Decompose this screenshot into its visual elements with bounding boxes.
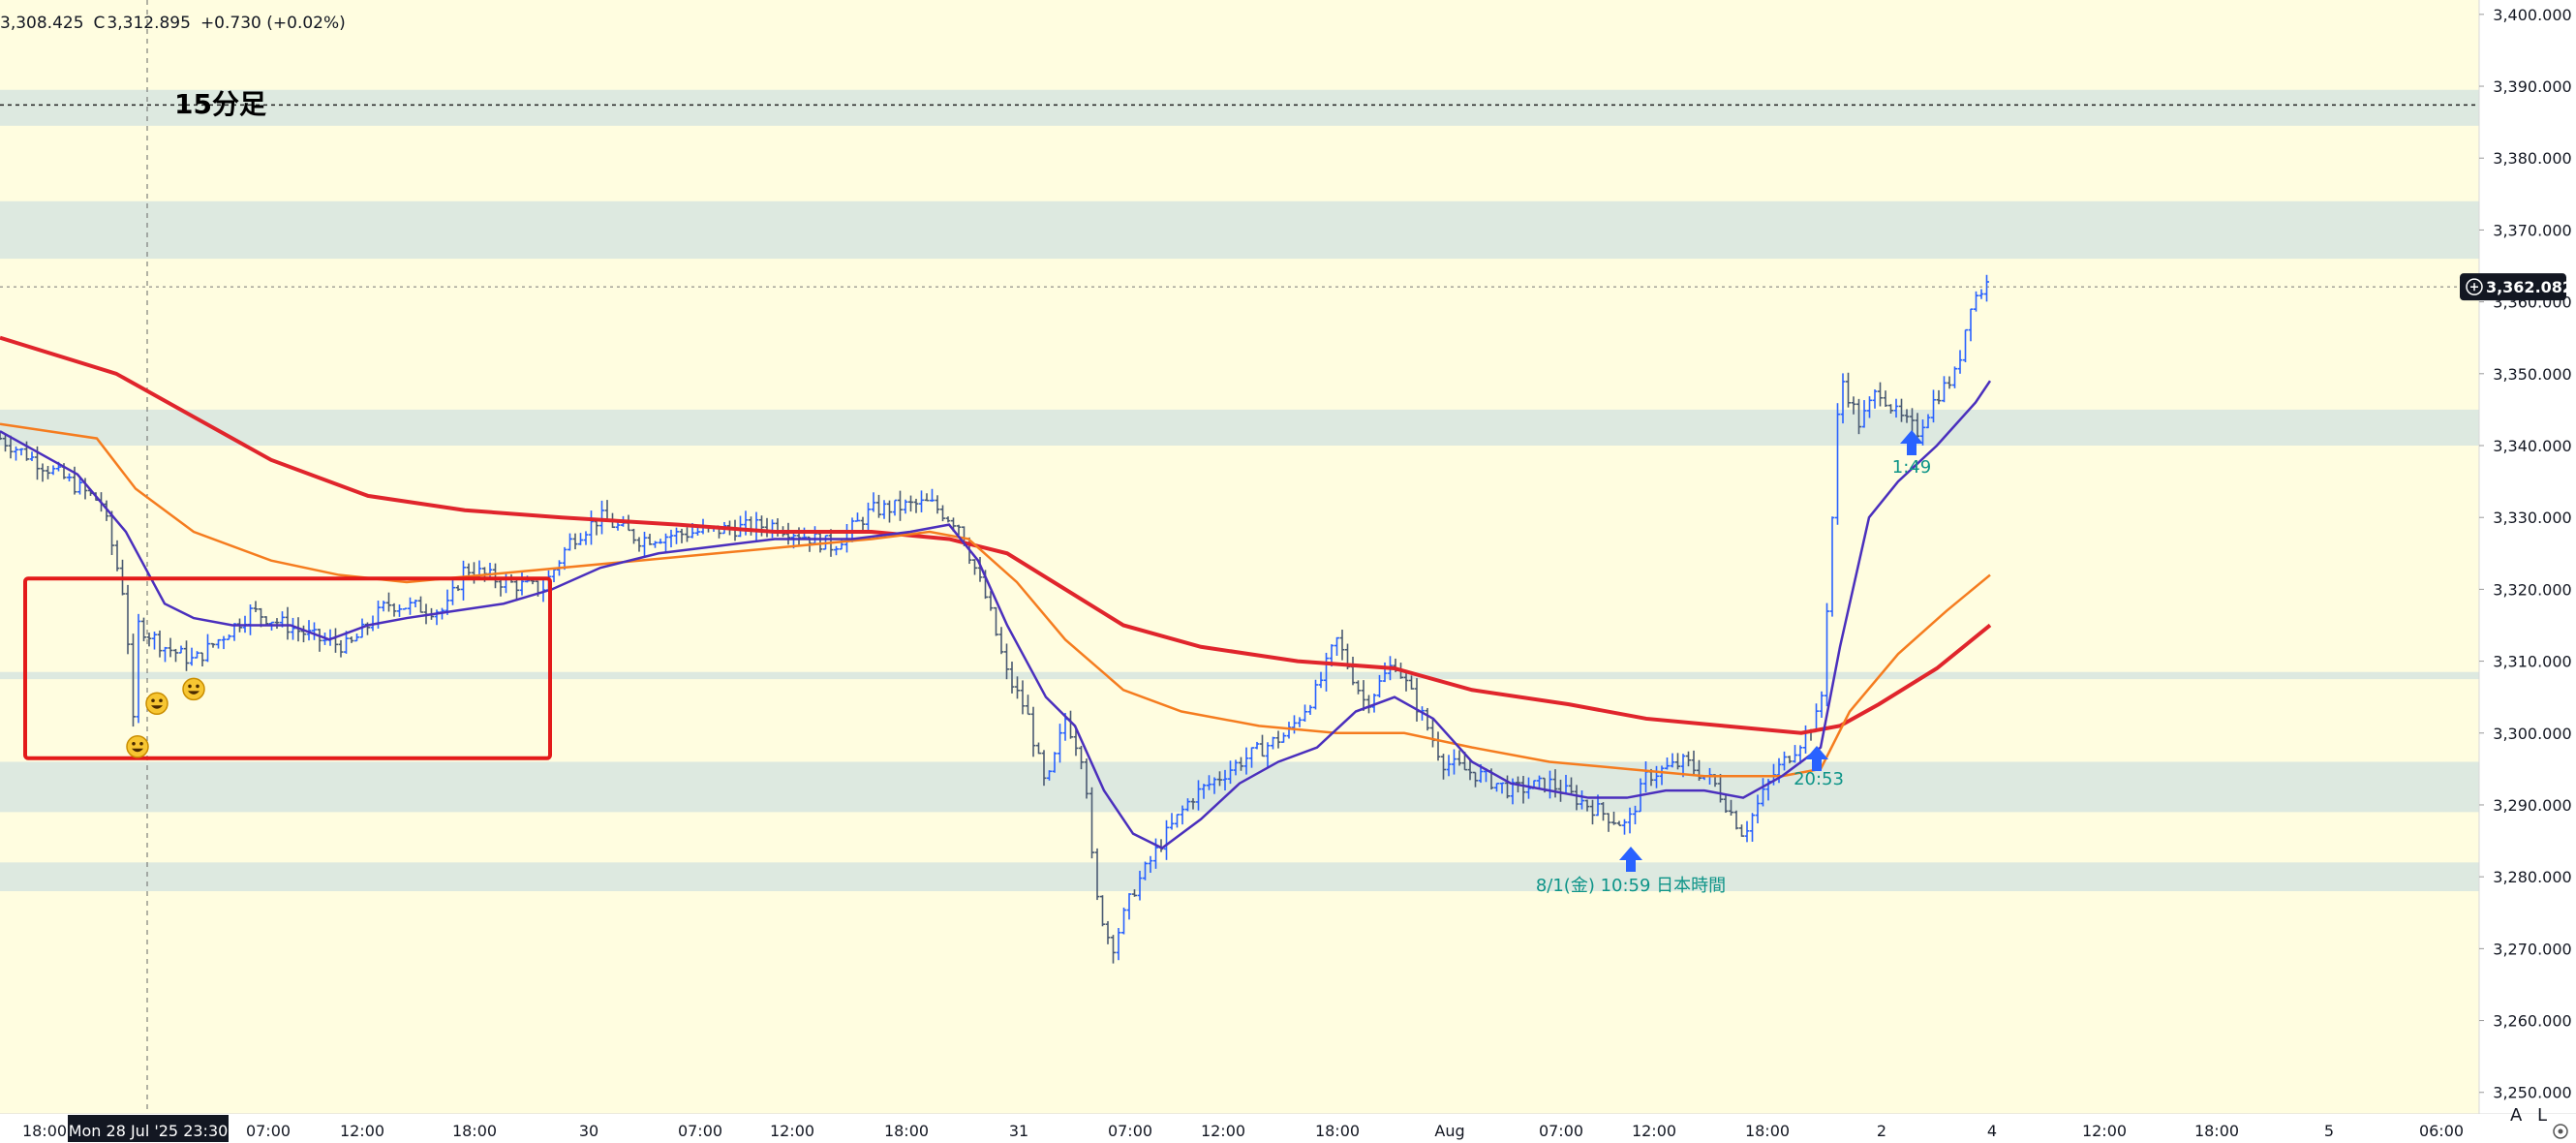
time-tick-label: 18:00 — [22, 1122, 67, 1140]
price-zone — [0, 409, 2479, 446]
signal-arrow-label: 8/1(金) 10:59 日本時間 — [1536, 876, 1726, 896]
price-zone — [0, 671, 2479, 680]
ema-fast-line — [0, 380, 1992, 850]
emoji-markers — [126, 677, 205, 758]
smiley-icon — [126, 735, 149, 758]
price-tick-label: 3,250.000 — [2493, 1084, 2571, 1102]
price-tick-label: 3,280.000 — [2493, 868, 2571, 886]
price-zone — [0, 89, 2479, 126]
auto-scale-button[interactable]: A — [2510, 1105, 2523, 1126]
price-tick-label: 3,290.000 — [2493, 796, 2571, 815]
time-tick-label: 18:00 — [2194, 1122, 2239, 1140]
time-tick-label: 5 — [2324, 1122, 2334, 1140]
price-tick-label: 3,320.000 — [2493, 580, 2571, 599]
current-price-badge — [2460, 273, 2566, 301]
price-tick-label: 3,390.000 — [2493, 77, 2571, 96]
time-tick-label: 12:00 — [1201, 1122, 1245, 1140]
crosshair-time-badge — [68, 1115, 229, 1142]
price-tick-label: 3,310.000 — [2493, 653, 2571, 671]
open-value: 3,308.425 — [0, 14, 84, 33]
log-scale-button[interactable]: L — [2537, 1105, 2548, 1126]
price-zone — [0, 862, 2479, 891]
price-axis: 3,400.000 3,390.000 3,380.000 3,370.000 3,36… — [2460, 0, 2576, 1143]
settings-gear-icon — [2553, 1124, 2568, 1139]
smiley-icon — [182, 677, 205, 701]
time-tick-label: 07:00 — [678, 1122, 722, 1140]
timeframe-label: 15分足 — [174, 88, 266, 120]
smiley-icon — [145, 692, 169, 716]
time-tick-label: 30 — [579, 1122, 598, 1140]
signal-arrow-label: 20:53 — [1794, 769, 1844, 789]
time-tick-label: 12:00 — [770, 1122, 814, 1140]
signal-arrow: 20:53 — [1794, 746, 1844, 789]
time-tick-label: 2 — [1877, 1122, 1886, 1140]
time-tick-label: 31 — [1009, 1122, 1028, 1140]
price-tick-label: 3,260.000 — [2493, 1012, 2571, 1031]
close-label: C — [93, 14, 106, 33]
time-tick-label: 06:00 — [2419, 1122, 2464, 1140]
signal-arrow: 1:49 — [1892, 430, 1931, 478]
add-alert-icon — [2466, 278, 2483, 295]
time-tick-label: 18:00 — [884, 1122, 929, 1140]
signal-arrow-label: 1:49 — [1892, 457, 1931, 478]
time-axis-bg — [0, 1114, 2576, 1143]
close-value: 3,312.895 — [107, 14, 191, 33]
time-tick-label: 4 — [1987, 1122, 1997, 1140]
time-tick-label: 18:00 — [452, 1122, 497, 1140]
price-tick-label: 3,340.000 — [2493, 437, 2571, 455]
signal-arrow: 8/1(金) 10:59 日本時間 — [1536, 847, 1726, 896]
price-zone — [0, 761, 2479, 813]
price-tick-label: 3,330.000 — [2493, 509, 2571, 527]
price-tick-label: 3,350.000 — [2493, 365, 2571, 384]
time-tick-label: 18:00 — [1745, 1122, 1790, 1140]
crosshair-time-label: Mon 28 Jul '25 23:30 — [69, 1122, 229, 1140]
price-axis-bg — [2479, 0, 2576, 1143]
time-tick-label: 07:00 — [1108, 1122, 1152, 1140]
time-tick-label: 18:00 — [1315, 1122, 1360, 1140]
moving-averages — [0, 335, 1992, 850]
time-tick-label: Aug — [1434, 1122, 1464, 1140]
price-tick-label: 3,380.000 — [2493, 149, 2571, 168]
signal-arrows: 8/1(金) 10:59 日本時間 20:53 1:49 — [1536, 430, 1931, 896]
change-value: +0.730 (+0.02%) — [199, 14, 346, 33]
support-resistance-zones — [0, 89, 2479, 891]
time-tick-label: 07:00 — [246, 1122, 291, 1140]
time-axis: 18:00 07:00 12:00 18:00 30 07:00 12:00 18:00 31 0… — [0, 1113, 2576, 1143]
current-price-label: 3,362.082 — [2486, 278, 2573, 296]
price-tick-label: 3,300.000 — [2493, 725, 2571, 743]
price-tick-label: 3,400.000 — [2493, 6, 2571, 24]
time-tick-label: 12:00 — [2082, 1122, 2127, 1140]
ema-slow-line — [0, 335, 1992, 735]
time-tick-label: 07:00 — [1539, 1122, 1583, 1140]
price-tick-label: 3,270.000 — [2493, 940, 2571, 958]
time-tick-label: 12:00 — [1632, 1122, 1676, 1140]
price-zone — [0, 201, 2479, 260]
highlight-box — [23, 576, 552, 760]
time-tick-label: 12:00 — [340, 1122, 384, 1140]
price-tick-label: 3,370.000 — [2493, 221, 2571, 239]
ema-mid-line — [0, 422, 1991, 778]
ohlc-readout: 3,308.425 C 3,312.895 +0.730 (+0.02%) — [0, 14, 355, 33]
